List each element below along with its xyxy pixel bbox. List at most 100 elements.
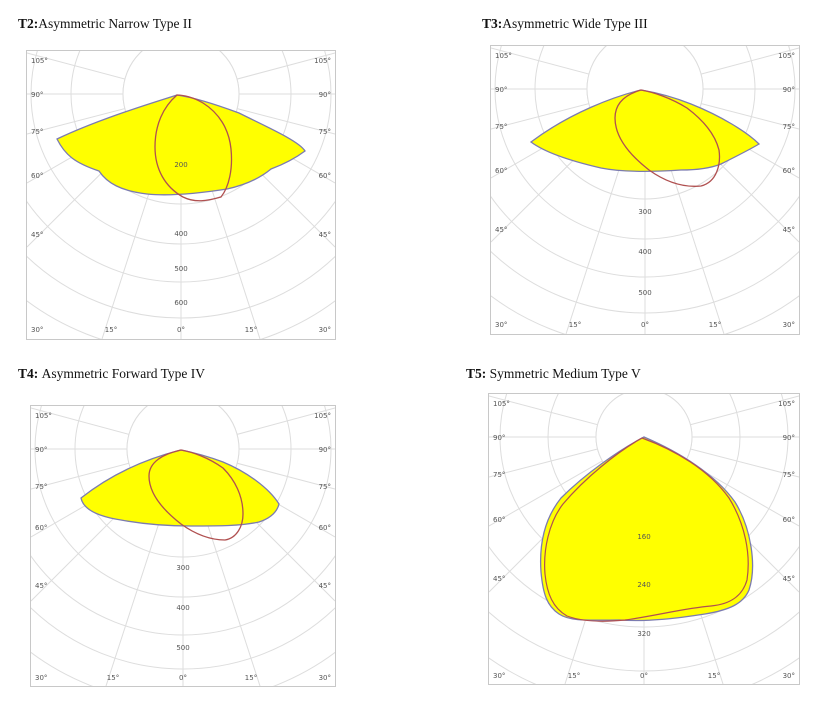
light-distribution-area	[56, 94, 306, 196]
angle-label-90-right: 90°	[319, 446, 331, 454]
panel-name-t3: Asymmetric Wide Type III	[502, 16, 648, 31]
angle-labels: 105° 105° 90° 90° 75° 75° 60° 60° 45° 45…	[495, 52, 795, 329]
angle-label-30-right: 30°	[319, 674, 331, 682]
angle-label-15-right: 15°	[709, 321, 721, 329]
angle-label-0: 0°	[177, 326, 185, 334]
panel-name-t5: Symmetric Medium Type V	[489, 366, 641, 381]
angle-label-30-right: 30°	[319, 326, 331, 334]
angle-label-30-left: 30°	[493, 672, 505, 680]
angle-label-30-left: 30°	[35, 674, 47, 682]
angle-label-60-right: 60°	[783, 516, 795, 524]
radial-label: 320	[637, 630, 650, 638]
radial-label: 400	[176, 604, 189, 612]
light-distribution-curve	[148, 449, 244, 541]
angle-label-45-left: 45°	[493, 575, 505, 583]
radial-label: 200	[174, 161, 187, 169]
angle-label-15-left: 15°	[107, 674, 119, 682]
angle-label-90-right: 90°	[319, 91, 331, 99]
panel-code-t5: T5:	[466, 366, 487, 381]
angle-label-75-right: 75°	[783, 123, 795, 131]
radial-label: 500	[176, 644, 189, 652]
angle-label-45-right: 45°	[783, 226, 795, 234]
light-distribution-area	[529, 89, 761, 172]
polar-plot-t3: 105° 105° 90° 90° 75° 75° 60° 60° 45° 45…	[490, 45, 800, 335]
angle-label-30-left: 30°	[495, 321, 507, 329]
angle-label-15-left: 15°	[105, 326, 117, 334]
angle-label-30-left: 30°	[31, 326, 43, 334]
panel-code-t4: T4:	[18, 366, 39, 381]
light-distribution-area	[80, 449, 280, 527]
radial-label: 500	[174, 265, 187, 273]
angle-label-30-right: 30°	[783, 321, 795, 329]
radial-label: 500	[638, 289, 651, 297]
angle-label-60-left: 60°	[493, 516, 505, 524]
light-distribution-area	[539, 436, 754, 622]
polar-grid	[27, 51, 335, 339]
panel-code-t2: T2:	[18, 16, 39, 31]
angle-labels: 105° 105° 90° 90° 75° 75° 60° 60° 45° 45…	[31, 57, 331, 334]
panel-title-t2: T2:Asymmetric Narrow Type II	[18, 16, 192, 32]
angle-label-60-right: 60°	[783, 167, 795, 175]
radial-labels: 300 400 500	[638, 208, 651, 297]
angle-label-15-right: 15°	[245, 326, 257, 334]
angle-label-15-right: 15°	[245, 674, 257, 682]
angle-label-105-right: 105°	[778, 52, 795, 60]
angle-label-90-right: 90°	[783, 86, 795, 94]
angle-label-30-right: 30°	[783, 672, 795, 680]
angle-label-45-left: 45°	[35, 582, 47, 590]
angle-label-75-left: 75°	[495, 123, 507, 131]
angle-label-45-right: 45°	[319, 231, 331, 239]
angle-label-75-left: 75°	[493, 471, 505, 479]
angle-label-90-right: 90°	[783, 434, 795, 442]
angle-label-105-left: 105°	[31, 57, 48, 65]
angle-label-90-left: 90°	[35, 446, 47, 454]
angle-label-105-left: 105°	[35, 412, 52, 420]
angle-label-75-right: 75°	[783, 471, 795, 479]
radial-label: 300	[176, 564, 189, 572]
angle-label-60-right: 60°	[319, 524, 331, 532]
light-distribution-curve	[154, 94, 233, 202]
angle-label-105-right: 105°	[314, 412, 331, 420]
light-distribution-curve	[544, 437, 749, 622]
angle-label-60-left: 60°	[35, 524, 47, 532]
angle-label-90-left: 90°	[495, 86, 507, 94]
angle-label-60-left: 60°	[495, 167, 507, 175]
angle-labels: 105° 105° 90° 90° 75° 75° 60° 60° 45° 45…	[493, 400, 795, 680]
angle-label-15-right: 15°	[708, 672, 720, 680]
panel-title-t5: T5: Symmetric Medium Type V	[466, 366, 641, 382]
radial-label: 300	[638, 208, 651, 216]
angle-label-105-left: 105°	[493, 400, 510, 408]
radial-labels: 160 240 320	[637, 533, 650, 638]
angle-label-0: 0°	[640, 672, 648, 680]
angle-label-0: 0°	[641, 321, 649, 329]
angle-label-45-right: 45°	[319, 582, 331, 590]
radial-label: 600	[174, 299, 187, 307]
panel-name-t2: Asymmetric Narrow Type II	[38, 16, 192, 31]
angle-label-75-left: 75°	[31, 128, 43, 136]
angle-label-75-right: 75°	[319, 483, 331, 491]
angle-label-45-left: 45°	[495, 226, 507, 234]
polar-plot-t4: 105° 105° 90° 90° 75° 75° 60° 60° 45° 45…	[30, 405, 336, 687]
angle-label-105-right: 105°	[778, 400, 795, 408]
panel-code-t3: T3:	[482, 16, 503, 31]
angle-label-15-left: 15°	[569, 321, 581, 329]
polar-plot-t2: 105° 105° 90° 90° 75° 75° 60° 60° 45° 45…	[26, 50, 336, 340]
angle-label-75-left: 75°	[35, 483, 47, 491]
radial-label: 400	[638, 248, 651, 256]
angle-label-105-right: 105°	[314, 57, 331, 65]
radial-label: 240	[637, 581, 650, 589]
radial-label: 160	[637, 533, 650, 541]
angle-label-0: 0°	[179, 674, 187, 682]
angle-label-45-right: 45°	[783, 575, 795, 583]
radial-label: 400	[174, 230, 187, 238]
angle-label-90-left: 90°	[493, 434, 505, 442]
angle-label-45-left: 45°	[31, 231, 43, 239]
panel-title-t4: T4: Asymmetric Forward Type IV	[18, 366, 205, 382]
angle-label-105-left: 105°	[495, 52, 512, 60]
angle-label-90-left: 90°	[31, 91, 43, 99]
radial-labels: 200 400 500 600	[174, 161, 187, 307]
panel-title-t3: T3:Asymmetric Wide Type III	[482, 16, 648, 32]
angle-label-75-right: 75°	[319, 128, 331, 136]
angle-label-60-right: 60°	[319, 172, 331, 180]
angle-label-15-left: 15°	[568, 672, 580, 680]
